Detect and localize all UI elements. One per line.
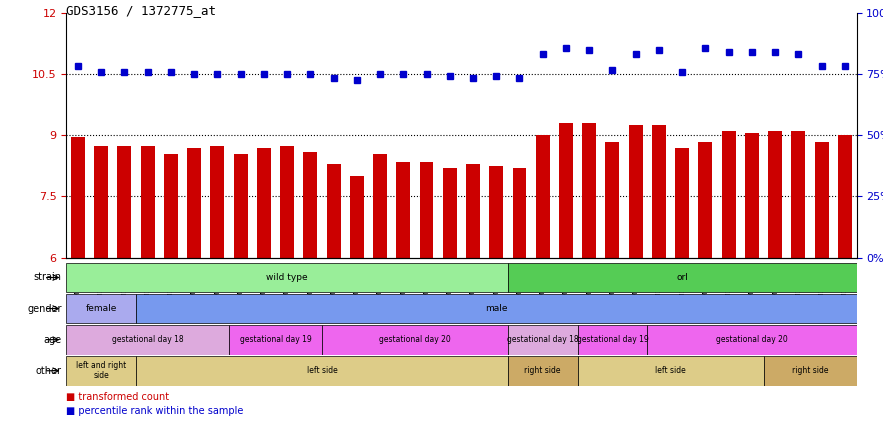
Bar — [838, 135, 852, 258]
Bar — [745, 133, 758, 258]
FancyBboxPatch shape — [66, 262, 508, 293]
FancyBboxPatch shape — [229, 325, 322, 355]
FancyBboxPatch shape — [66, 293, 136, 324]
Text: age: age — [43, 335, 62, 345]
Text: gender: gender — [27, 304, 62, 313]
Bar — [559, 123, 573, 258]
Text: right side: right side — [525, 366, 561, 375]
Bar — [815, 142, 828, 258]
Text: female: female — [86, 304, 117, 313]
Bar — [675, 148, 689, 258]
Bar — [606, 142, 620, 258]
Bar — [396, 162, 411, 258]
Text: left side: left side — [306, 366, 337, 375]
Bar — [187, 148, 201, 258]
Bar — [536, 135, 550, 258]
FancyBboxPatch shape — [764, 356, 857, 386]
Bar — [373, 154, 387, 258]
Text: left side: left side — [655, 366, 686, 375]
Bar — [768, 131, 782, 258]
FancyBboxPatch shape — [66, 325, 229, 355]
Bar — [234, 154, 247, 258]
Text: gestational day 20: gestational day 20 — [716, 335, 788, 344]
Text: gestational day 19: gestational day 19 — [577, 335, 648, 344]
Bar — [140, 146, 155, 258]
Bar — [512, 168, 526, 258]
Text: wild type: wild type — [267, 273, 308, 282]
Bar — [257, 148, 271, 258]
Text: gestational day 20: gestational day 20 — [379, 335, 450, 344]
FancyBboxPatch shape — [508, 262, 857, 293]
Text: right side: right side — [792, 366, 828, 375]
Bar — [117, 146, 132, 258]
Text: ■ transformed count: ■ transformed count — [66, 392, 170, 402]
Text: gestational day 18: gestational day 18 — [112, 335, 184, 344]
Text: GDS3156 / 1372775_at: GDS3156 / 1372775_at — [66, 4, 216, 17]
Bar — [304, 152, 317, 258]
Text: gestational day 19: gestational day 19 — [239, 335, 312, 344]
FancyBboxPatch shape — [508, 325, 577, 355]
Bar — [489, 166, 503, 258]
Bar — [791, 131, 805, 258]
Bar — [280, 146, 294, 258]
Bar — [442, 168, 457, 258]
Bar — [582, 123, 596, 258]
Text: ■ percentile rank within the sample: ■ percentile rank within the sample — [66, 406, 244, 416]
FancyBboxPatch shape — [66, 356, 136, 386]
Bar — [164, 154, 177, 258]
Bar — [652, 125, 666, 258]
Text: left and right
side: left and right side — [76, 361, 126, 381]
Bar — [210, 146, 224, 258]
Text: gestational day 18: gestational day 18 — [507, 335, 578, 344]
Bar — [419, 162, 434, 258]
FancyBboxPatch shape — [577, 356, 764, 386]
Text: other: other — [36, 366, 62, 376]
FancyBboxPatch shape — [322, 325, 508, 355]
Text: strain: strain — [34, 273, 62, 282]
Bar — [327, 164, 341, 258]
FancyBboxPatch shape — [136, 356, 508, 386]
FancyBboxPatch shape — [136, 293, 857, 324]
Bar — [350, 176, 364, 258]
Bar — [629, 125, 643, 258]
Bar — [71, 138, 85, 258]
Bar — [94, 146, 108, 258]
FancyBboxPatch shape — [577, 325, 647, 355]
Bar — [698, 142, 713, 258]
Bar — [466, 164, 480, 258]
FancyBboxPatch shape — [508, 356, 577, 386]
FancyBboxPatch shape — [647, 325, 857, 355]
Text: orl: orl — [676, 273, 688, 282]
Text: male: male — [485, 304, 508, 313]
Bar — [721, 131, 736, 258]
